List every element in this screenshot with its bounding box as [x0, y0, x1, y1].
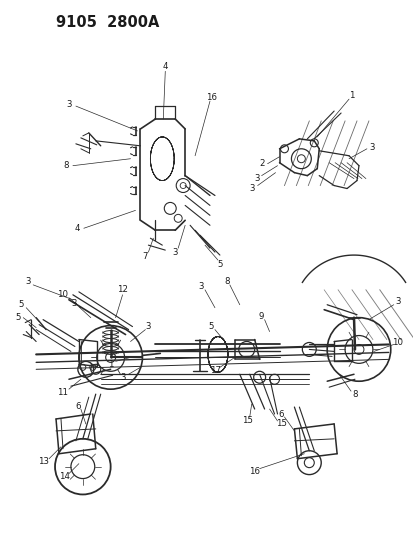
- Text: 5: 5: [217, 260, 222, 269]
- Text: 9: 9: [258, 312, 263, 321]
- Text: 3: 3: [253, 174, 259, 183]
- Text: 11: 11: [57, 387, 68, 397]
- Text: 4: 4: [74, 224, 79, 233]
- Text: 3: 3: [66, 100, 71, 109]
- Text: 1: 1: [108, 360, 113, 369]
- Text: 8: 8: [351, 390, 357, 399]
- Text: 5: 5: [208, 322, 213, 331]
- Text: 9105  2800A: 9105 2800A: [56, 15, 159, 30]
- Text: 15: 15: [242, 416, 253, 425]
- Text: 3: 3: [394, 297, 399, 306]
- Text: 1: 1: [349, 91, 354, 100]
- Text: 4: 4: [162, 62, 168, 71]
- Text: 3: 3: [368, 143, 374, 152]
- Text: 12: 12: [117, 285, 128, 294]
- Text: 5: 5: [19, 300, 24, 309]
- Text: 3: 3: [172, 248, 178, 256]
- Text: 3: 3: [71, 299, 76, 308]
- Text: 3: 3: [248, 184, 254, 193]
- Text: 10: 10: [391, 338, 402, 347]
- Text: 8: 8: [223, 277, 229, 286]
- Text: 17: 17: [210, 366, 221, 375]
- Text: 15: 15: [275, 419, 286, 429]
- Text: 7: 7: [142, 252, 148, 261]
- Text: 3: 3: [198, 282, 203, 292]
- Text: 3: 3: [25, 277, 31, 286]
- Text: 14: 14: [59, 472, 70, 481]
- Text: 5: 5: [15, 313, 21, 322]
- Text: 6: 6: [75, 401, 81, 410]
- Text: 13: 13: [38, 457, 48, 466]
- Text: 16: 16: [249, 467, 259, 476]
- Text: 3: 3: [121, 373, 126, 382]
- Text: 10: 10: [57, 290, 68, 300]
- Text: 2: 2: [258, 159, 264, 168]
- Text: 6: 6: [278, 409, 284, 418]
- Text: 3: 3: [145, 322, 151, 331]
- Text: 16: 16: [206, 93, 217, 102]
- Text: 8: 8: [63, 161, 69, 170]
